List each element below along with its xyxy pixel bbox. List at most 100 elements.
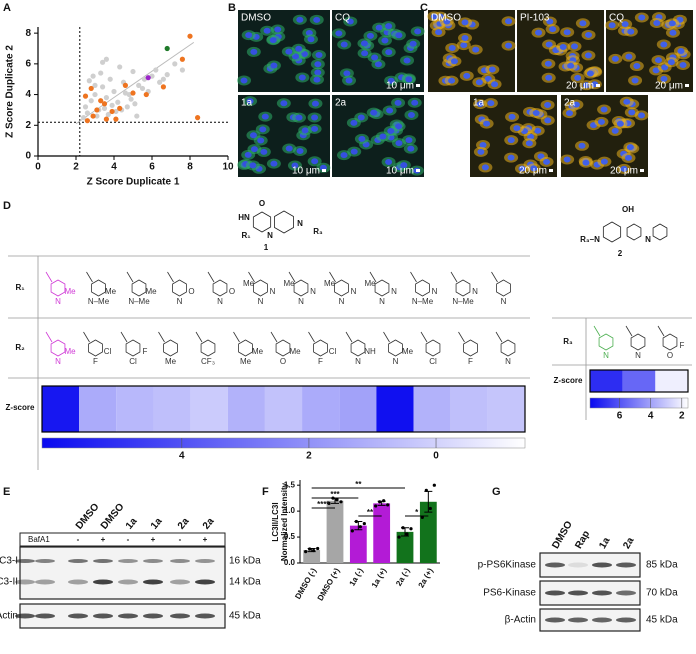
ring	[374, 279, 390, 297]
bond	[458, 331, 465, 343]
x-tick-label: 8	[187, 162, 193, 173]
ring	[275, 339, 291, 357]
nucleus	[400, 162, 408, 169]
lane-label: 1a	[124, 516, 140, 532]
blot-band	[592, 562, 612, 568]
nucleus	[269, 37, 277, 44]
treatment-sign: +	[151, 535, 156, 544]
scale-label: 20 μm	[610, 166, 638, 177]
image-label: 1a	[473, 98, 485, 109]
band-label: β-Actin	[0, 611, 18, 622]
nucleus	[505, 18, 513, 25]
atom-label: Cl	[129, 357, 137, 366]
blot-band	[545, 617, 565, 623]
nucleus	[340, 152, 348, 159]
nucleus	[249, 162, 257, 169]
nucleus	[357, 114, 365, 121]
atom-label: Me	[289, 347, 301, 356]
ring	[238, 339, 253, 357]
nucleus	[311, 100, 319, 107]
panel-label: D	[3, 200, 11, 212]
bond	[86, 271, 93, 283]
atom-label: F	[680, 341, 685, 350]
heatmap-cell	[190, 386, 228, 432]
nucleus	[655, 57, 663, 64]
nucleus	[387, 128, 395, 135]
nucleus	[250, 146, 258, 153]
blot-band	[93, 579, 113, 585]
point	[100, 59, 106, 65]
nucleus	[295, 114, 303, 121]
ring	[172, 279, 187, 297]
lane-label: DMSO	[74, 501, 102, 531]
blot-band	[68, 613, 88, 619]
ring	[602, 221, 622, 243]
point	[113, 116, 119, 122]
nucleus	[291, 162, 299, 169]
nucleus	[395, 140, 403, 147]
row-label: R₃	[563, 337, 573, 346]
blot-band	[568, 590, 588, 596]
atom-label: O	[280, 357, 286, 366]
ring	[415, 279, 430, 297]
compound-number: 2	[618, 249, 623, 258]
x-tick-label: 1a (-)	[348, 566, 366, 587]
atom-label: O	[188, 287, 194, 296]
nucleus	[475, 79, 483, 86]
blot-band	[545, 562, 565, 568]
bond	[593, 325, 601, 337]
significance-label: **	[367, 508, 374, 517]
bond	[308, 331, 315, 343]
atom-label: N	[298, 297, 304, 306]
nucleus	[559, 44, 567, 51]
nucleus	[660, 75, 668, 82]
ring	[88, 339, 103, 357]
nucleus	[611, 55, 619, 62]
nucleus	[430, 13, 438, 20]
point	[103, 56, 109, 62]
point	[111, 88, 117, 95]
atom-label: Cl	[104, 347, 112, 356]
significance-label: ***	[330, 490, 340, 499]
ring	[293, 279, 309, 297]
bond	[495, 331, 503, 343]
colorbar-tick-label: 2	[679, 411, 685, 422]
atom-label: Me	[240, 357, 252, 366]
atom-label: Me	[64, 287, 76, 296]
bond	[167, 271, 174, 283]
point	[164, 45, 170, 52]
point	[130, 68, 136, 75]
blot-band	[118, 559, 138, 563]
row-label: Z-score	[554, 376, 583, 385]
nucleus	[579, 20, 587, 27]
data-point	[335, 498, 339, 502]
ring	[274, 210, 294, 234]
atom-label: N	[603, 351, 609, 360]
y-tick-label: 0	[25, 151, 31, 162]
point	[157, 79, 163, 85]
nucleus	[270, 62, 278, 69]
nucleus	[507, 154, 515, 161]
bond	[207, 271, 215, 283]
nucleus	[405, 137, 413, 144]
heatmap-cell	[153, 386, 191, 432]
atom-label: Me	[402, 347, 414, 356]
size-label: 45 kDa	[646, 615, 678, 626]
point	[179, 67, 185, 73]
nucleus	[508, 113, 516, 120]
atom-label: F	[143, 347, 148, 356]
nucleus	[245, 32, 253, 39]
point	[84, 118, 90, 124]
scale-label: 20 μm	[655, 81, 683, 92]
nucleus	[311, 158, 319, 165]
bond	[288, 271, 296, 283]
bond	[195, 331, 203, 343]
nucleus	[246, 98, 254, 105]
nucleus	[315, 52, 323, 59]
atom-label: N	[177, 297, 183, 306]
atom-label: N	[270, 287, 276, 296]
atom-label: O	[667, 351, 673, 360]
scale-bar	[640, 169, 644, 172]
nucleus	[484, 75, 492, 82]
point	[195, 115, 201, 121]
